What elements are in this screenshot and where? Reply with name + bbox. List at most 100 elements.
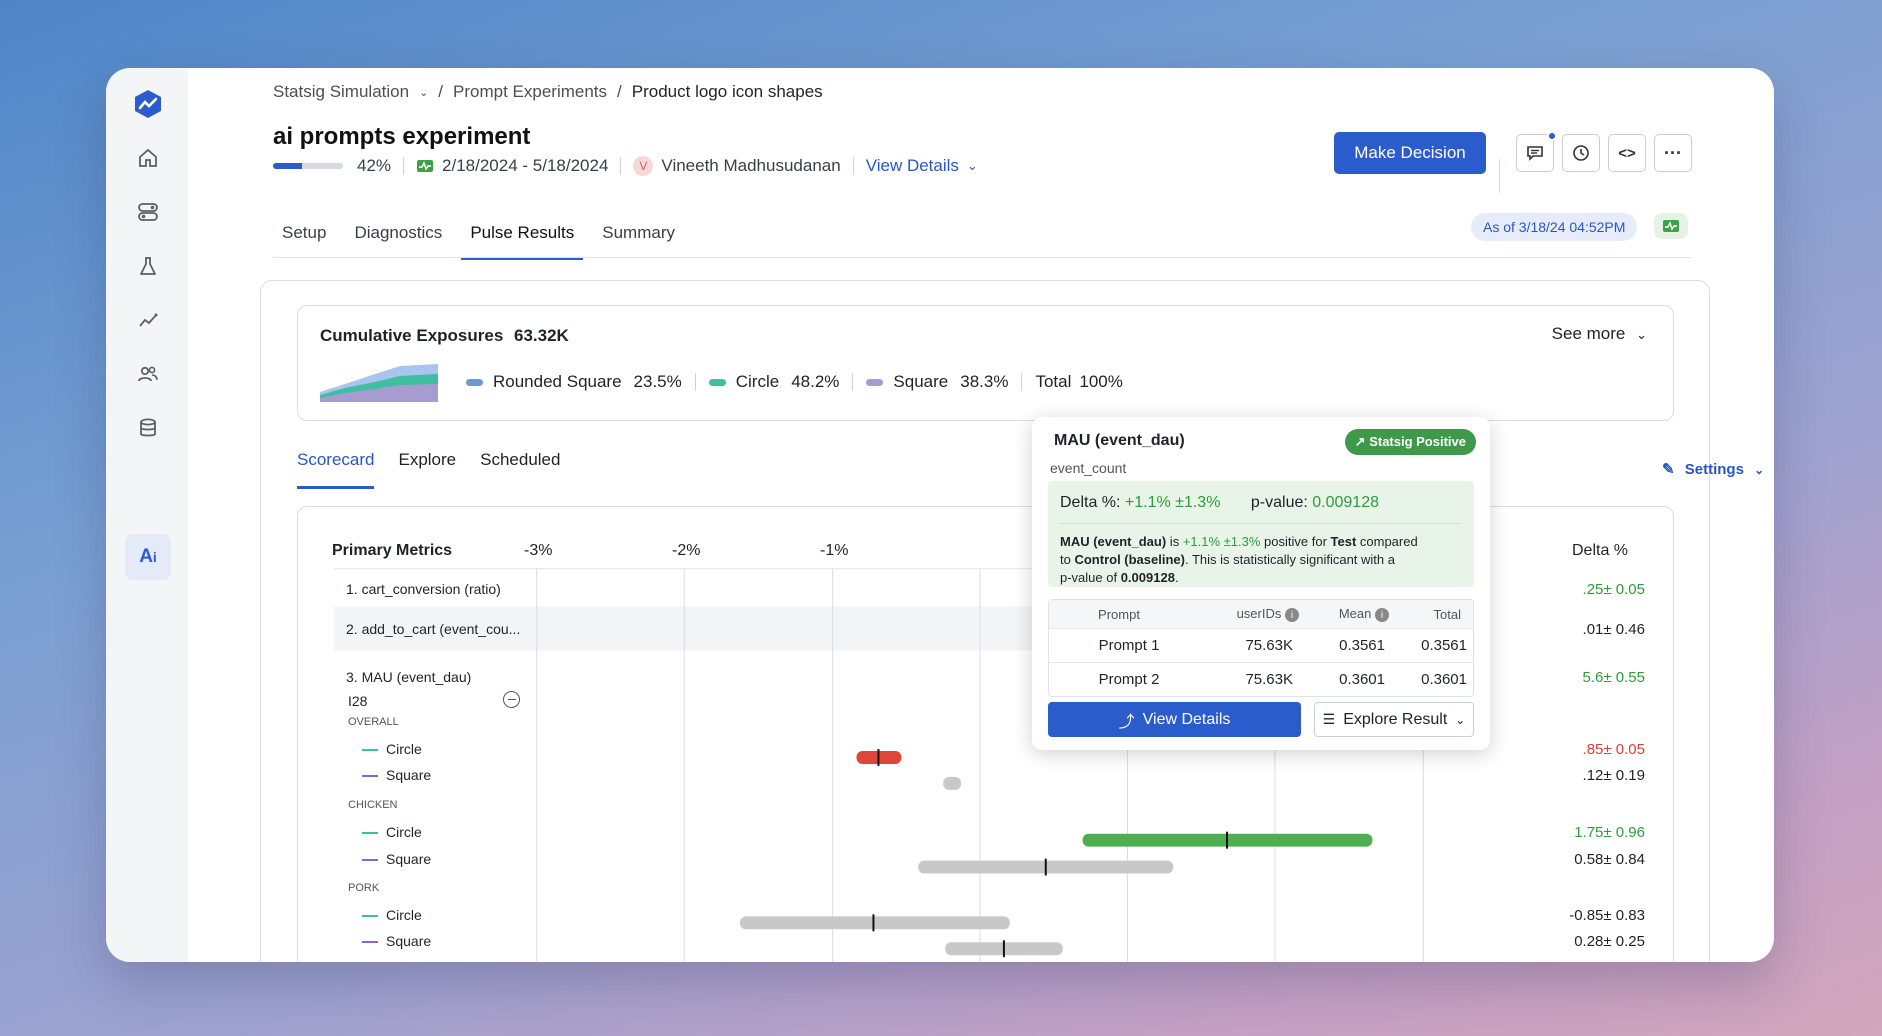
- tab-explore[interactable]: Explore: [398, 450, 457, 469]
- analytics-icon[interactable]: [129, 301, 167, 339]
- insight-text: MAU (event_dau) is +1.1% ±1.3% positive …: [1060, 533, 1465, 587]
- view-details-label: View Details: [1142, 710, 1231, 728]
- metric-sub-label: I28: [348, 693, 368, 709]
- prompt-table: Prompt userIDs i Mean i Total Prompt 1 7…: [1048, 599, 1474, 697]
- group-item-label: Square: [386, 933, 432, 949]
- info-icon[interactable]: i: [1375, 608, 1389, 623]
- ai-icon[interactable]: Ai: [125, 534, 171, 580]
- group-item: Square: [362, 851, 431, 867]
- group-label: PORK: [348, 882, 380, 894]
- page-tabs: Setup Diagnostics Pulse Results Summary: [273, 223, 694, 260]
- home-icon[interactable]: [129, 139, 167, 177]
- chevron-down-icon[interactable]: ⌄: [966, 158, 978, 173]
- chevron-down-icon: ⌄: [1636, 327, 1647, 342]
- desc-text: is: [1166, 534, 1183, 549]
- divider: [1499, 159, 1500, 193]
- result-tabs: Scorecard Explore Scheduled: [297, 450, 584, 489]
- desc-test: Test: [1330, 534, 1357, 549]
- analytics-icon: ⤴: [1118, 713, 1135, 731]
- comments-button[interactable]: [1516, 131, 1557, 172]
- table-cell: 75.63K: [1245, 637, 1293, 654]
- breadcrumb-project[interactable]: Statsig Simulation: [273, 82, 410, 101]
- group-item-label: Circle: [386, 824, 422, 840]
- legend-total-value: 100%: [1079, 372, 1123, 391]
- see-more-button[interactable]: See more ⌄: [1552, 324, 1647, 344]
- users-icon[interactable]: [129, 355, 167, 393]
- group-label: OVERALL: [348, 716, 399, 728]
- collapse-icon[interactable]: [503, 691, 520, 708]
- date-range: 2/18/2024 - 5/18/2024: [442, 156, 609, 175]
- group-item-label: Circle: [386, 907, 422, 923]
- view-details-link[interactable]: View Details: [865, 156, 959, 175]
- pulse-icon[interactable]: [1654, 213, 1688, 239]
- tab-setup[interactable]: Setup: [282, 223, 327, 242]
- column-header: Mean i: [1299, 606, 1389, 623]
- delta-label: Delta %:: [1060, 494, 1121, 511]
- legend-swatch: [466, 378, 483, 386]
- pulse-calendar-icon: [416, 159, 434, 173]
- legend-total-label: Total: [1035, 372, 1072, 391]
- table-cell: Prompt 2: [1098, 671, 1160, 688]
- insight-box: Delta %: +1.1% ±1.3% p-value: 0.009128 M…: [1048, 481, 1474, 587]
- delta-summary-value: +1.1% ±1.3%: [1124, 494, 1221, 511]
- desc-text: positive for: [1260, 534, 1331, 549]
- clock-icon: [1573, 145, 1589, 161]
- view-details-button[interactable]: ⤴ View Details: [1048, 702, 1301, 737]
- settings-button[interactable]: ✎ Settings ⌄: [1662, 460, 1764, 478]
- experiments-flask-icon[interactable]: [129, 247, 167, 285]
- progress-bar: [273, 163, 343, 169]
- p-label: p-value:: [1250, 494, 1308, 511]
- code-button[interactable]: <>: [1608, 134, 1646, 172]
- main-content: Statsig Simulation ⌄ / Prompt Experiment…: [188, 68, 1774, 962]
- statsig-logo-icon[interactable]: [129, 85, 167, 123]
- delta-value: 0.28± 0.25: [1574, 933, 1645, 950]
- desc-metric: MAU (event_dau): [1060, 534, 1167, 549]
- status-badge: ↗ Statsig Positive: [1344, 429, 1476, 455]
- tab-pulse-results[interactable]: Pulse Results: [461, 223, 584, 260]
- chevron-down-icon: ⌄: [1455, 712, 1466, 727]
- metric-row[interactable]: 2. add_to_cart (event_cou...: [346, 621, 521, 637]
- desc-text: .: [1174, 570, 1179, 585]
- history-button[interactable]: [1562, 134, 1600, 172]
- group-item: Square: [362, 767, 431, 783]
- legend-item-square: Square 38.3%: [866, 372, 1008, 392]
- table-cell: 75.63K: [1245, 671, 1293, 688]
- desc-pvalue: 0.009128: [1120, 570, 1175, 585]
- database-icon[interactable]: [129, 409, 167, 447]
- tab-scheduled[interactable]: Scheduled: [480, 450, 561, 469]
- exposures-title: Cumulative Exposures: [320, 326, 504, 345]
- breadcrumb-section[interactable]: Prompt Experiments: [453, 82, 608, 101]
- info-icon[interactable]: i: [1285, 608, 1299, 623]
- table-row: Prompt 1 75.63K 0.3561 0.3561: [1049, 628, 1473, 662]
- tab-diagnostics[interactable]: Diagnostics: [354, 223, 443, 242]
- pencil-icon: ✎: [1662, 461, 1675, 478]
- popover-metric-name: MAU (event_dau): [1054, 432, 1185, 449]
- notification-dot: [1547, 131, 1557, 141]
- code-icon: <>: [1618, 144, 1636, 162]
- legend-value: 23.5%: [633, 372, 682, 391]
- delta-value: .12± 0.19: [1582, 767, 1645, 784]
- more-button[interactable]: ···: [1654, 134, 1692, 172]
- explore-result-button[interactable]: ☰ Explore Result ⌄: [1314, 702, 1474, 737]
- chevron-down-icon[interactable]: ⌄: [419, 86, 429, 99]
- trend-up-icon: ↗: [1354, 434, 1370, 449]
- legend-label: Circle: [735, 372, 780, 391]
- legend-label: Rounded Square: [493, 372, 622, 391]
- table-cell: Prompt 1: [1098, 637, 1160, 654]
- metric-row[interactable]: 1. cart_conversion (ratio): [346, 581, 501, 597]
- metric-row[interactable]: 3. MAU (event_dau): [346, 669, 472, 685]
- make-decision-button[interactable]: Make Decision: [1334, 132, 1486, 174]
- experiment-meta: 42% 2/18/2024 - 5/18/2024 V Vineeth Madh…: [273, 156, 978, 176]
- desc-delta: +1.1% ±1.3%: [1182, 534, 1261, 549]
- status-badge-label: Statsig Positive: [1369, 434, 1466, 449]
- axis-tick: -1%: [820, 542, 849, 559]
- tab-summary[interactable]: Summary: [602, 223, 675, 242]
- tab-scorecard[interactable]: Scorecard: [297, 450, 375, 489]
- table-cell: 0.3601: [1339, 671, 1385, 688]
- group-item: Circle: [362, 907, 422, 923]
- column-header: Total: [1433, 606, 1461, 622]
- feature-gates-icon[interactable]: [129, 193, 167, 231]
- table-cell: 0.3561: [1421, 637, 1467, 654]
- desc-text: compared: [1356, 534, 1418, 549]
- exposures-sparkline: [320, 364, 438, 402]
